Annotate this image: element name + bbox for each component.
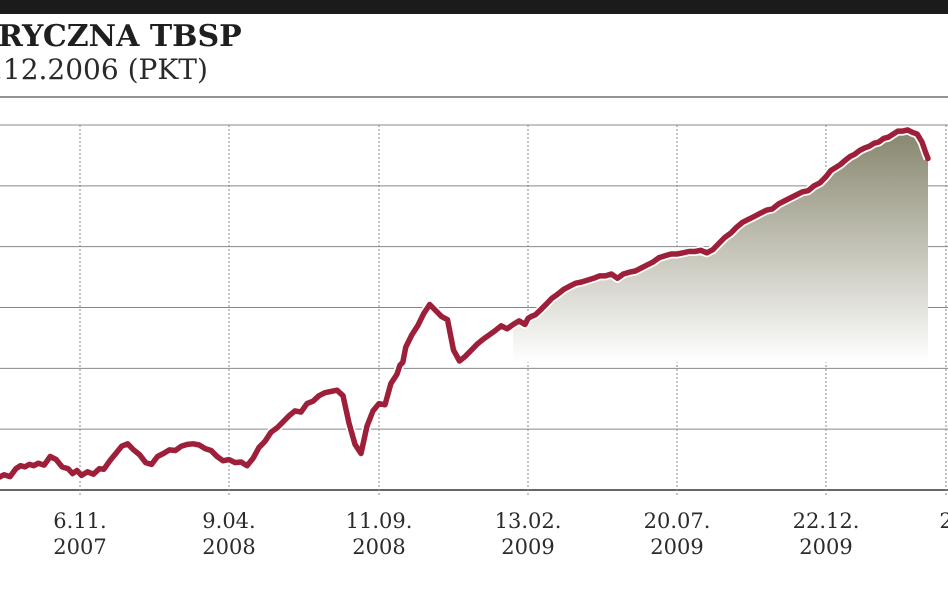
x-tick-label-date: 11.09. bbox=[346, 509, 413, 533]
chart-title: RYCZNA TBSP bbox=[0, 19, 242, 54]
x-tick-label-year: 2009 bbox=[650, 535, 703, 559]
x-tick-label-date: 22.12. bbox=[793, 509, 860, 533]
x-tick-label-date: 6.11. bbox=[53, 509, 106, 533]
x-tick-label-year: 2008 bbox=[352, 535, 405, 559]
x-tick-label-date: 13.02. bbox=[495, 509, 562, 533]
x-tick-label-year: 2009 bbox=[501, 535, 554, 559]
series-line bbox=[0, 127, 931, 480]
x-tick-label-year: 2007 bbox=[53, 535, 106, 559]
series-lines bbox=[0, 125, 933, 482]
top-bar bbox=[0, 0, 948, 14]
x-tick-label-year: 2009 bbox=[799, 535, 852, 559]
x-tick-label-date: 20.07. bbox=[644, 509, 711, 533]
x-tick-label-year: 2008 bbox=[202, 535, 255, 559]
x-tick-label-date: 9.04. bbox=[202, 509, 255, 533]
chart-subtitle: .12.2006 (PKT) bbox=[0, 53, 208, 86]
x-tick-label-date: 2 bbox=[939, 509, 948, 533]
x-axis-ticks: 6.11.20079.04.200811.09.200813.02.200920… bbox=[53, 509, 948, 559]
